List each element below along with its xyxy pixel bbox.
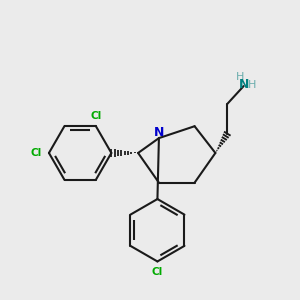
Text: H: H xyxy=(236,72,244,82)
Text: Cl: Cl xyxy=(31,148,42,158)
Text: H: H xyxy=(248,80,256,90)
Text: Cl: Cl xyxy=(152,267,163,277)
Text: N: N xyxy=(154,126,164,139)
Text: Cl: Cl xyxy=(90,111,101,121)
Text: N: N xyxy=(238,78,249,91)
